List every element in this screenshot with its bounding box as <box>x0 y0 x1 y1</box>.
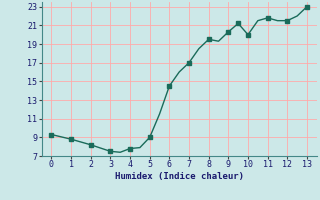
X-axis label: Humidex (Indice chaleur): Humidex (Indice chaleur) <box>115 172 244 181</box>
